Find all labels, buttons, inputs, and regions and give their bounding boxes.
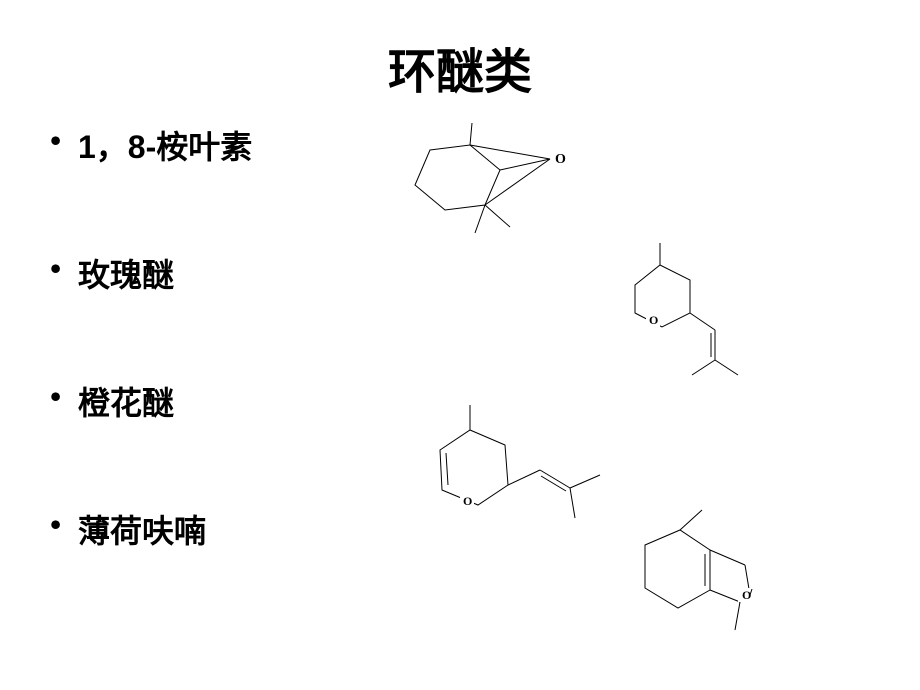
bullet-label-1: 桉叶素 [156, 129, 252, 165]
bullet-label-3: 橙花醚 [78, 385, 174, 421]
nerol-oxide-svg: O [390, 380, 620, 540]
menthofuran-oxygen: O [742, 588, 751, 602]
structure-nerol-oxide: O [390, 380, 620, 540]
structure-rose-oxide: O [590, 225, 760, 395]
cineole-svg: O [380, 115, 580, 265]
bullet-label-2: 玫瑰醚 [78, 257, 174, 293]
nerol-oxide-oxygen: O [463, 494, 472, 508]
rose-oxide-oxygen: O [649, 313, 658, 327]
structure-cineole: O [380, 115, 580, 265]
bullet-label-4: 薄荷呋喃 [78, 513, 206, 549]
rose-oxide-svg: O [590, 225, 760, 395]
slide-title: 环醚类 [0, 0, 920, 122]
bullet-prefix-1: 1，8- [78, 129, 156, 165]
slide-container: 环醚类 1，8-桉叶素 玫瑰醚 橙花醚 薄荷呋喃 [0, 0, 920, 690]
structure-menthofuran: O [590, 480, 790, 680]
cineole-oxygen: O [555, 152, 566, 167]
menthofuran-svg: O [590, 480, 790, 680]
